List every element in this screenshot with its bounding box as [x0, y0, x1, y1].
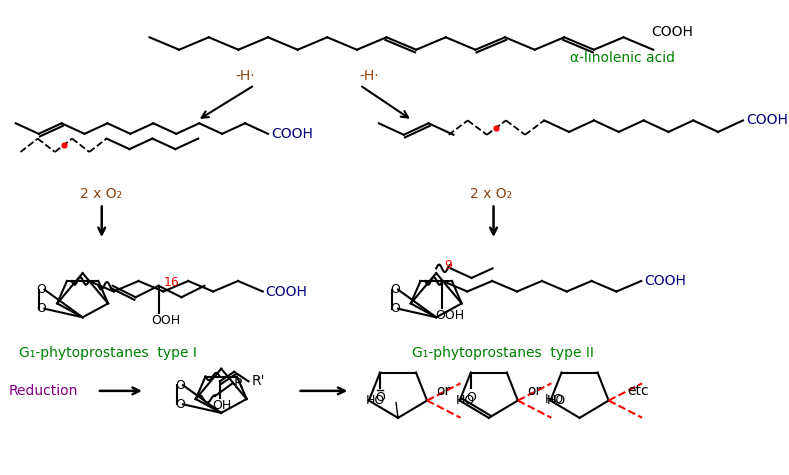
- Text: HO: HO: [365, 394, 384, 407]
- Text: O: O: [375, 391, 385, 404]
- Text: G₁-phytoprostanes  type II: G₁-phytoprostanes type II: [413, 346, 594, 360]
- Text: 9: 9: [444, 259, 452, 272]
- Text: OOH: OOH: [151, 314, 180, 327]
- Text: G₁-phytoprostanes  type I: G₁-phytoprostanes type I: [19, 346, 196, 360]
- Text: O: O: [37, 302, 47, 315]
- Text: 2 x O₂: 2 x O₂: [80, 187, 122, 201]
- Text: COOH: COOH: [644, 274, 686, 288]
- Text: O: O: [391, 283, 400, 296]
- Text: R': R': [252, 374, 265, 389]
- Text: -H·: -H·: [235, 68, 255, 83]
- Text: COOH: COOH: [651, 25, 693, 38]
- Text: O: O: [175, 398, 185, 411]
- Text: O: O: [175, 379, 185, 392]
- Text: COOH: COOH: [266, 285, 308, 298]
- Text: HO: HO: [544, 393, 563, 406]
- Text: or: or: [528, 384, 542, 398]
- Text: Reduction: Reduction: [9, 384, 78, 398]
- Text: OOH: OOH: [435, 309, 464, 322]
- Text: COOH: COOH: [746, 114, 787, 127]
- Text: HO: HO: [456, 394, 476, 407]
- Text: HO: HO: [547, 394, 567, 407]
- Text: etc: etc: [627, 384, 649, 398]
- Text: α-linolenic acid: α-linolenic acid: [570, 51, 675, 66]
- Text: O: O: [466, 391, 476, 404]
- Text: O: O: [37, 283, 47, 296]
- Text: 16: 16: [163, 276, 179, 289]
- Text: -H·: -H·: [360, 68, 380, 83]
- Text: COOH: COOH: [271, 127, 312, 141]
- Text: O: O: [391, 302, 400, 315]
- Text: 2 x O₂: 2 x O₂: [469, 187, 512, 201]
- Text: OH: OH: [212, 399, 231, 412]
- Text: or: or: [436, 384, 450, 398]
- Text: R: R: [234, 377, 244, 391]
